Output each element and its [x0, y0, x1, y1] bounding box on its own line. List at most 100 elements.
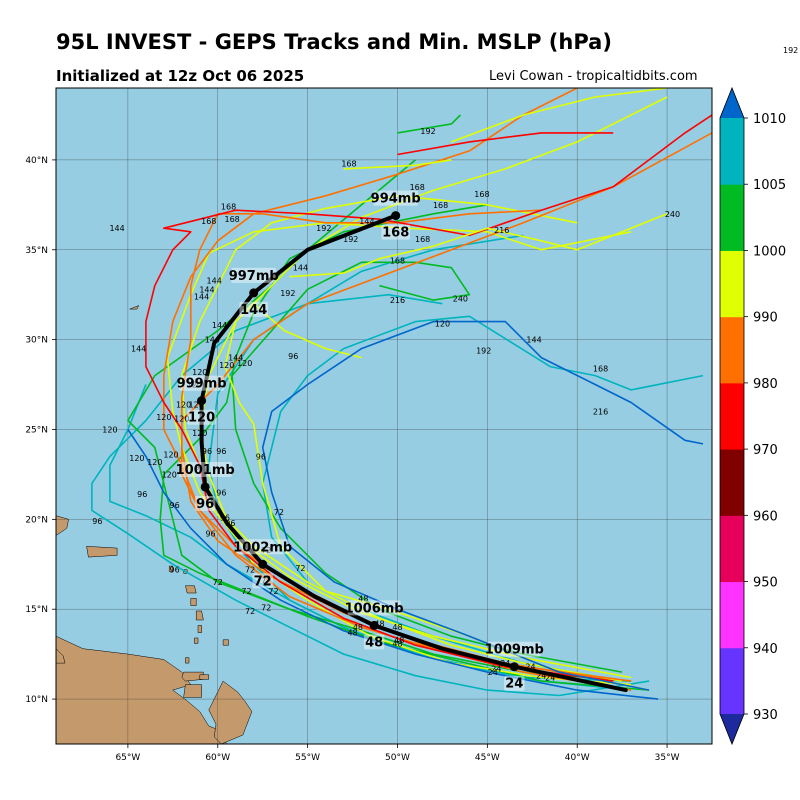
hour-label: 24	[536, 672, 546, 681]
mean-track-point	[369, 620, 379, 630]
hour-label: 48	[353, 623, 363, 632]
hour-label: 48	[374, 620, 384, 629]
hour-label: 96	[170, 566, 180, 575]
mean-hour-label: 144	[240, 303, 267, 318]
lon-tick-label: 50°W	[385, 753, 410, 763]
hour-label: 192	[420, 127, 435, 136]
colorbar-label: 940	[753, 642, 778, 657]
land-polygon	[129, 305, 140, 310]
mslp-label-bg	[178, 461, 232, 477]
hour-label: 96	[137, 490, 147, 499]
hour-label: 144	[199, 285, 214, 294]
hour-label: 168	[474, 190, 489, 199]
hour-label: 168	[201, 217, 216, 226]
hour-label: 48	[394, 636, 404, 645]
hour-label-bg	[187, 409, 216, 425]
hour-label: 72	[295, 564, 305, 573]
hour-label-bg	[252, 573, 273, 589]
ensemble-track	[261, 320, 704, 691]
colorbar-segment	[720, 250, 744, 318]
lat-tick-label: 25°N	[25, 425, 48, 435]
ensemble-track	[231, 261, 623, 673]
hour-label: 120	[176, 400, 191, 409]
mean-track-line	[199, 213, 628, 693]
hour-label: 24	[491, 665, 501, 674]
hour-label: 24	[545, 674, 555, 683]
land-polygon	[199, 674, 210, 680]
colorbar-segment	[720, 581, 744, 649]
hour-label: 24	[488, 668, 498, 677]
mean-hour-label: 120	[188, 411, 215, 426]
mean-track-point	[249, 288, 259, 298]
hour-label: 120	[162, 470, 177, 479]
ensemble-track	[166, 222, 632, 679]
colorbar: 930 940 950 960 970 980 990 1000 1005 1010	[719, 86, 786, 746]
hour-label: 72	[245, 566, 255, 575]
ensemble-track	[451, 88, 668, 143]
colorbar-label: 970	[753, 443, 778, 458]
mean-track-point	[197, 396, 207, 406]
hour-label: 192	[343, 235, 358, 244]
hour-label: 144	[359, 217, 374, 226]
hour-label-bg	[504, 675, 525, 691]
hour-label: 120	[189, 400, 204, 409]
hour-label: 168	[593, 364, 608, 373]
colorbar-segment	[720, 515, 744, 583]
hour-label: 72	[261, 546, 271, 555]
hour-label: 72	[274, 508, 284, 517]
mean-track-labels: 1009mb241006mb481002mb721001mb96999mb120…	[176, 190, 544, 692]
mslp-label: 1001mb	[176, 463, 235, 478]
hour-label: 120	[163, 451, 178, 460]
mean-hour-label: 168	[382, 226, 409, 241]
hour-label-bg	[363, 634, 385, 650]
hour-label: 72	[245, 607, 255, 616]
colorbar-label: 950	[753, 576, 778, 591]
ensemble-track	[397, 132, 614, 156]
land-polygon	[208, 680, 253, 744]
lon-tick-label: 55°W	[295, 753, 320, 763]
hour-label: 144	[194, 292, 209, 301]
hour-label: 144	[207, 276, 222, 285]
corner-hour-label: 192	[783, 46, 799, 55]
land-polygon	[168, 565, 174, 572]
hour-label: 192	[476, 346, 491, 355]
colorbar-label: 1010	[753, 112, 786, 127]
hour-label: 96	[216, 447, 226, 456]
mean-track-point	[200, 482, 210, 492]
mean-track-point	[391, 211, 401, 221]
hour-label: 168	[415, 235, 430, 244]
mean-track-point	[258, 559, 268, 569]
hour-label: 120	[192, 368, 207, 377]
mean-hour-label: 96	[196, 497, 214, 512]
hour-label: 96	[256, 452, 266, 461]
hour-label: 72	[241, 587, 251, 596]
credit-text: Levi Cowan - tropicaltidbits.com	[489, 69, 698, 84]
land-polygon	[190, 598, 197, 606]
land-polygon	[222, 639, 229, 646]
hour-label: 144	[205, 336, 220, 345]
hour-label: 144	[109, 224, 124, 233]
hour-label: 168	[224, 215, 239, 224]
mslp-label-bg	[487, 641, 541, 657]
hour-label: 48	[358, 594, 368, 603]
ensemble-track	[261, 315, 704, 682]
colorbar-label: 1000	[753, 244, 786, 259]
land-polygon	[194, 637, 199, 644]
colorbar-label: 980	[753, 377, 778, 392]
ensemble-track	[343, 159, 452, 170]
mslp-label: 994mb	[371, 192, 421, 207]
hour-label: 48	[392, 639, 402, 648]
hour-label: 96	[216, 488, 226, 497]
colorbar-label: 1005	[753, 178, 786, 193]
land-polygon	[183, 684, 202, 698]
hour-label-bg	[239, 301, 268, 317]
lat-tick-label: 20°N	[25, 515, 48, 525]
hour-label: 24	[525, 663, 535, 672]
map-frame	[55, 87, 713, 745]
hour-label: 120	[219, 361, 234, 370]
mslp-label: 1002mb	[233, 540, 292, 555]
colorbar-label: 930	[753, 708, 778, 723]
hour-label-bg	[381, 224, 410, 240]
